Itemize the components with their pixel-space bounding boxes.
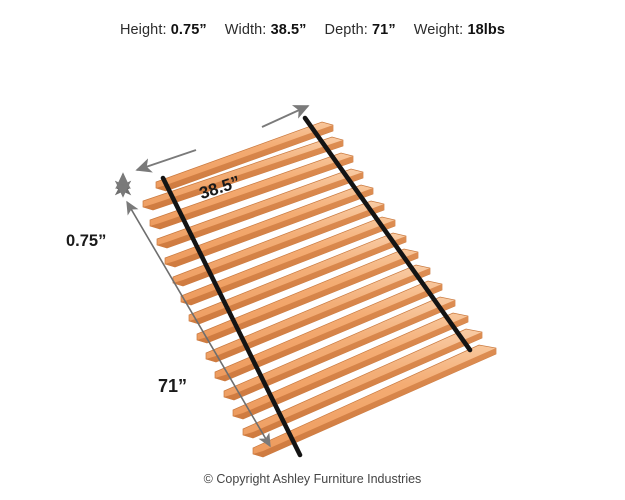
dimension-width bbox=[135, 105, 310, 173]
spec-value-depth: 71” bbox=[372, 22, 396, 38]
dimension-depth bbox=[126, 200, 271, 448]
slat-roll bbox=[142, 121, 497, 458]
slat bbox=[155, 121, 334, 192]
slat bbox=[252, 344, 497, 458]
spec-value-width: 38.5” bbox=[270, 22, 307, 38]
dimension-height bbox=[114, 172, 132, 198]
spec-value-weight: 18lbs bbox=[467, 22, 506, 38]
spec-label-width: Width: bbox=[224, 22, 267, 38]
copyright-notice: © Copyright Ashley Furniture Industries bbox=[203, 472, 422, 486]
dimension-label-depth: 71” bbox=[158, 376, 188, 396]
dimension-label-height: 0.75” bbox=[66, 232, 107, 250]
spec-value-height: 0.75” bbox=[170, 22, 207, 38]
strap-right bbox=[302, 115, 473, 353]
spec-item-width: Width: 38.5” bbox=[225, 22, 307, 38]
spec-label-weight: Weight: bbox=[413, 22, 464, 38]
spec-label-height: Height: bbox=[119, 22, 167, 38]
spec-item-depth: Depth: 71” bbox=[325, 22, 396, 38]
spec-label-depth: Depth: bbox=[324, 22, 368, 38]
product-illustration: 38.5” 0.75” 71” bbox=[0, 60, 625, 460]
spec-item-height: Height: 0.75” bbox=[120, 22, 207, 38]
spec-item-weight: Weight: 18lbs bbox=[414, 22, 505, 38]
spec-bar: Height: 0.75” Width: 38.5” Depth: 71” Weigh… bbox=[0, 22, 625, 38]
